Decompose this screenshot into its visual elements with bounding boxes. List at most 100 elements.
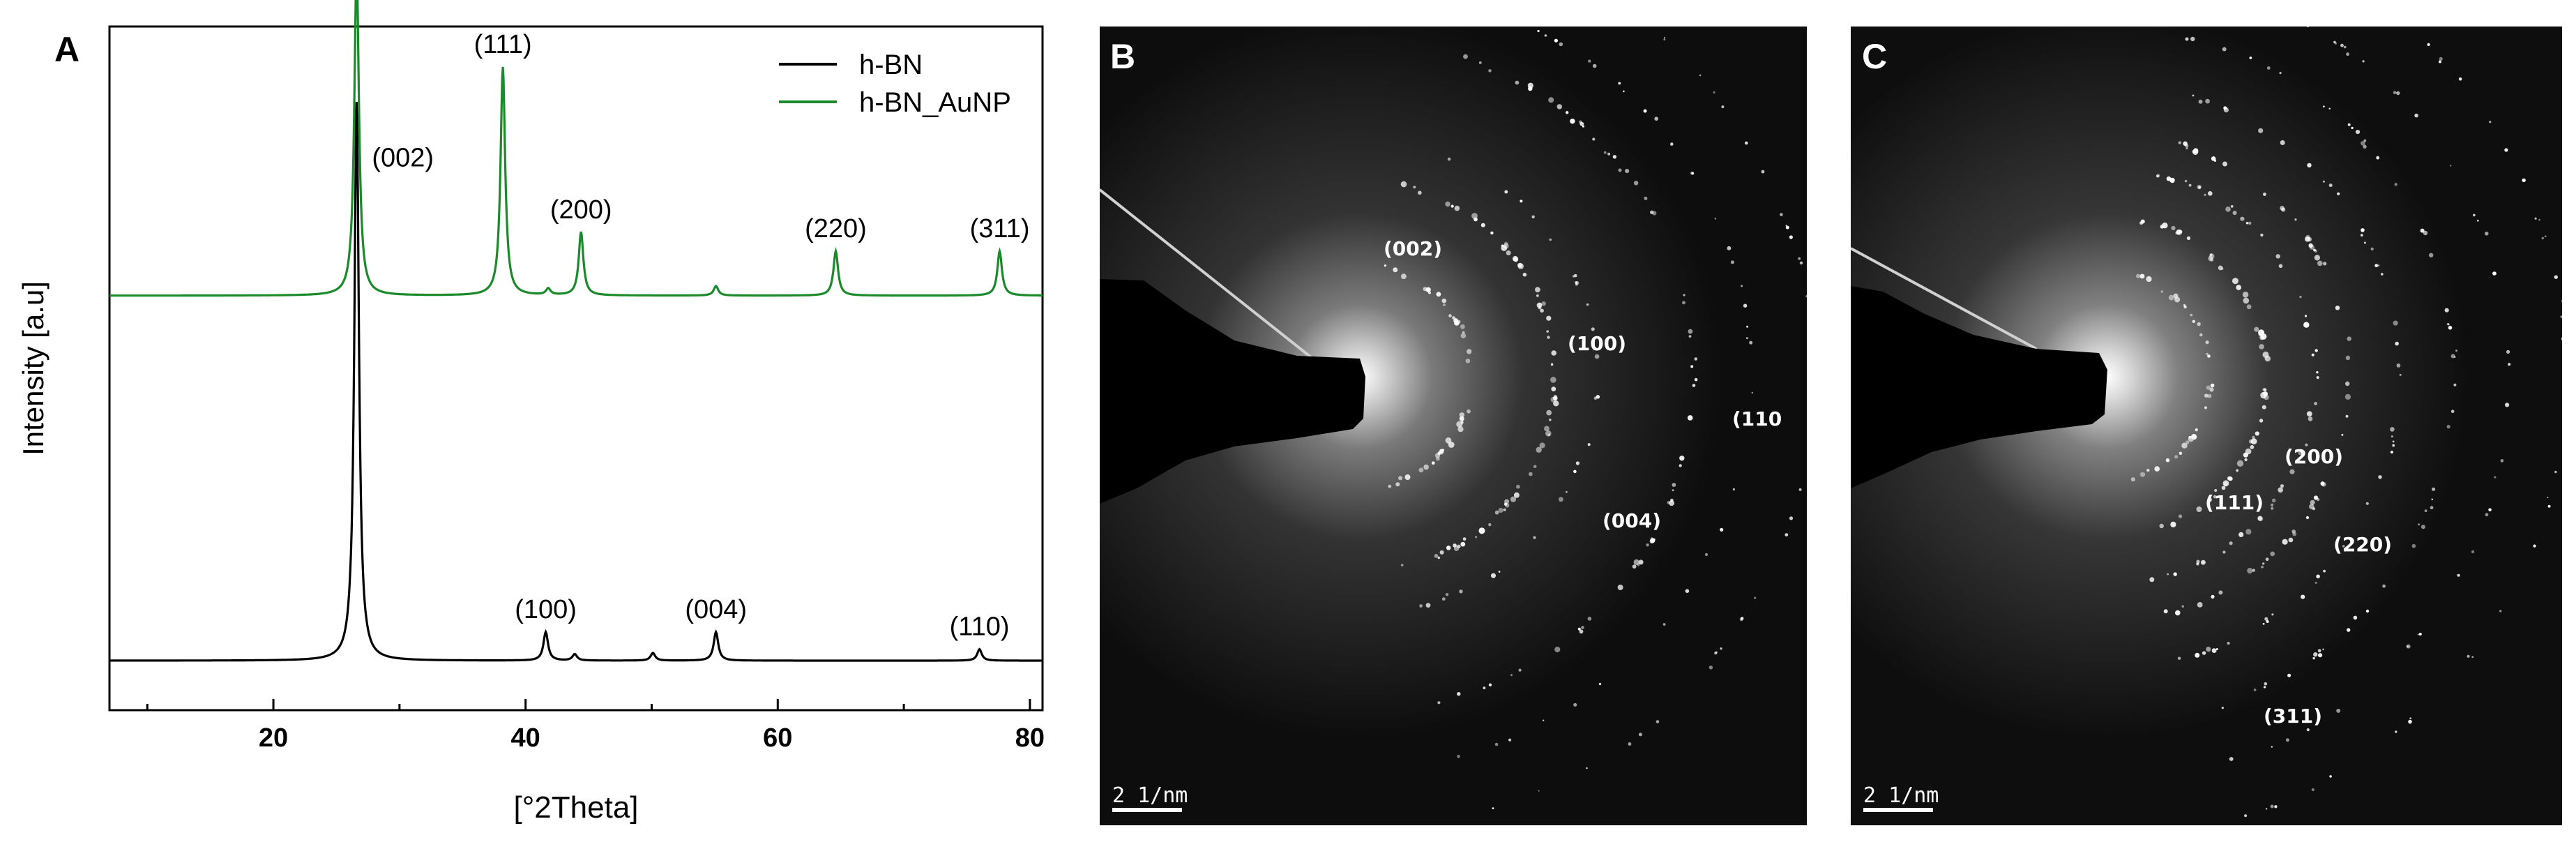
- diffraction-spot: [2259, 344, 2264, 350]
- diffraction-spot: [2249, 439, 2253, 444]
- diffraction-spot: [1586, 303, 1589, 306]
- diffraction-spot: [2167, 573, 2169, 576]
- diffraction-spot: [2450, 165, 2452, 167]
- saed-b-label-100: (100): [1568, 332, 1626, 355]
- diffraction-spot: [1550, 377, 1556, 383]
- diffraction-spot: [2207, 393, 2212, 398]
- diffraction-spot: [1510, 674, 1513, 677]
- saed-panel-c: C (200) (111) (220) (311) 2 1/nm: [1851, 13, 2562, 825]
- diffraction-spot: [1739, 617, 1743, 622]
- diffraction-spot: [2258, 332, 2262, 336]
- diffraction-spot: [2493, 272, 2497, 276]
- diffraction-spot: [2264, 617, 2268, 621]
- diffraction-spot: [2321, 482, 2326, 487]
- diffraction-spot: [1460, 421, 1464, 424]
- diffraction-spot: [1463, 54, 1468, 59]
- diffraction-spot: [2310, 499, 2315, 505]
- peak-label: (002): [372, 143, 434, 172]
- diffraction-spot: [1423, 287, 1427, 292]
- diffraction-spot: [2307, 163, 2312, 168]
- diffraction-spot: [2190, 36, 2195, 42]
- diffraction-spot: [1553, 400, 1559, 407]
- saed-c-label-200: (200): [2285, 445, 2343, 468]
- panel-letter-a: A: [54, 30, 79, 69]
- diffraction-spot: [2215, 648, 2218, 650]
- diffraction-spot: [1617, 585, 1623, 590]
- diffraction-spot: [1501, 244, 1504, 247]
- diffraction-spot: [2328, 107, 2331, 110]
- diffraction-spot: [1714, 218, 1717, 220]
- diffraction-spot: [2207, 354, 2211, 358]
- diffraction-spot: [1462, 537, 1467, 541]
- diffraction-spot: [1581, 626, 1584, 629]
- diffraction-spot: [2266, 620, 2269, 623]
- diffraction-spot: [2139, 273, 2145, 279]
- diffraction-spot: [1720, 647, 1722, 650]
- diffraction-spot: [2271, 498, 2276, 503]
- diffraction-spot: [2263, 388, 2267, 392]
- diffraction-spot: [1453, 543, 1457, 548]
- diffraction-spot: [2392, 440, 2395, 443]
- diffraction-spot: [2395, 730, 2397, 733]
- diffraction-spot: [1650, 210, 1654, 214]
- diffraction-spot: [2294, 218, 2297, 221]
- diffraction-spot: [2455, 350, 2457, 352]
- diffraction-spot: [1488, 523, 1492, 527]
- diffraction-spot: [2345, 414, 2349, 418]
- diffraction-spot: [2271, 506, 2274, 510]
- diffraction-spot: [2264, 682, 2268, 686]
- diffraction-spot: [2156, 174, 2159, 178]
- diffraction-spot: [2223, 482, 2228, 487]
- diffraction-spot: [1603, 151, 1607, 154]
- diffraction-spot: [2229, 757, 2234, 761]
- diffraction-spot: [2218, 590, 2223, 595]
- diffraction-spot: [2399, 373, 2402, 376]
- diffraction-spot: [2291, 529, 2296, 534]
- diffraction-spot: [2328, 183, 2333, 188]
- diffraction-spot: [1593, 346, 1597, 351]
- diffraction-spot: [2494, 476, 2497, 479]
- diffraction-spot: [2236, 285, 2241, 290]
- diffraction-spot: [1633, 559, 1639, 566]
- diffraction-spot: [2351, 126, 2354, 130]
- diffraction-spot: [2214, 488, 2218, 493]
- diffraction-spot: [1715, 651, 1718, 654]
- diffraction-spot: [2309, 244, 2314, 250]
- diffraction-spot: [2411, 543, 2416, 548]
- diffraction-spot: [2190, 313, 2193, 317]
- diffraction-spot: [2313, 652, 2318, 657]
- diffraction-spot: [1536, 302, 1543, 308]
- diffraction-spot: [2292, 532, 2297, 536]
- diffraction-spot: [1544, 34, 1547, 37]
- diffraction-spot: [2323, 569, 2326, 573]
- diffraction-spot: [2271, 746, 2273, 748]
- diffraction-spot: [2317, 649, 2321, 653]
- diffraction-spot: [1437, 556, 1440, 559]
- peak-label: (311): [970, 214, 1030, 243]
- diffraction-spot: [1393, 267, 1398, 273]
- diffraction-spot: [1612, 155, 1617, 159]
- diffraction-spot: [2409, 717, 2411, 719]
- diffraction-spot: [2361, 228, 2365, 232]
- diffraction-spot: [2266, 66, 2271, 70]
- diffraction-spot: [2209, 253, 2213, 256]
- diffraction-spot: [2280, 484, 2285, 488]
- diffraction-spot: [2305, 516, 2310, 520]
- diffraction-spot: [1577, 627, 1581, 631]
- diffraction-spot: [1588, 59, 1591, 63]
- diffraction-spot: [1591, 341, 1593, 345]
- x-tick-label: 40: [511, 723, 540, 753]
- diffraction-spot: [1789, 516, 1794, 520]
- diffraction-spot: [2262, 622, 2265, 625]
- diffraction-spot: [2393, 91, 2397, 95]
- diffraction-spot: [1746, 337, 1748, 340]
- diffraction-spot: [2211, 648, 2217, 653]
- diffraction-spot: [2305, 443, 2308, 446]
- diffraction-spot: [1498, 507, 1503, 513]
- diffraction-spot: [2221, 707, 2224, 709]
- diffraction-spot: [2290, 13, 2292, 15]
- diffraction-spot: [2247, 568, 2253, 574]
- diffraction-spot: [1546, 330, 1549, 333]
- diffraction-spot: [2249, 57, 2252, 59]
